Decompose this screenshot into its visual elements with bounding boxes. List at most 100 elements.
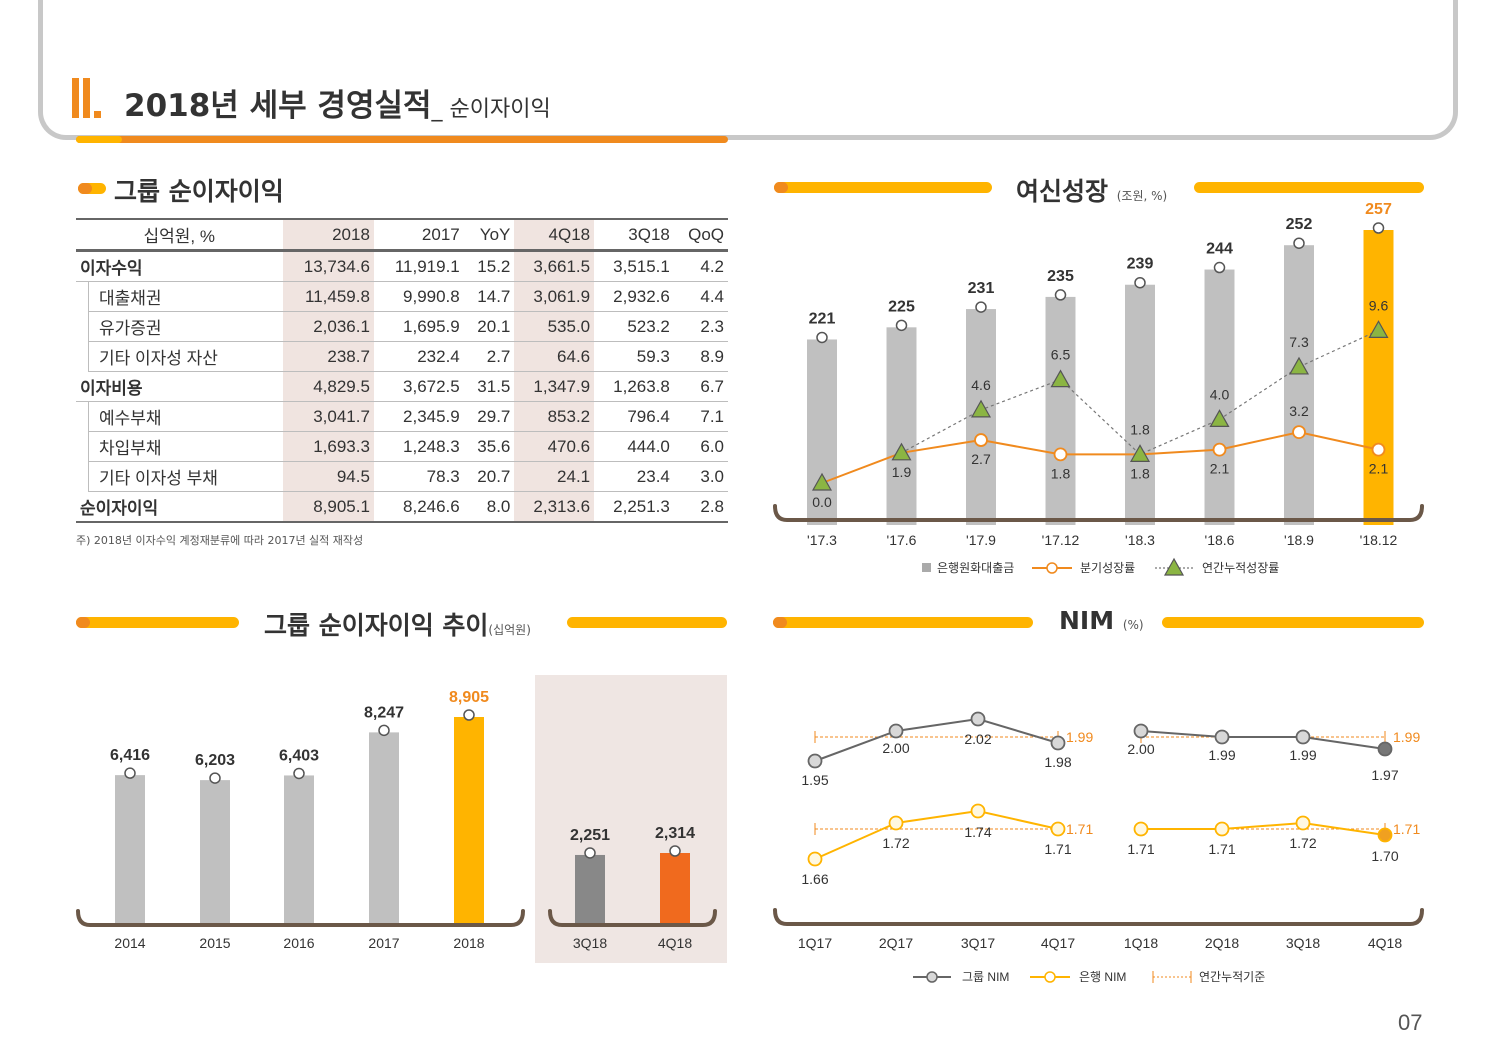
table-cell: 23.4 xyxy=(594,461,674,492)
quarterly-growth-marker xyxy=(1371,442,1386,457)
bank-nim-line xyxy=(1141,821,1386,836)
nim-axis xyxy=(773,908,1424,926)
table-cell: 238.7 xyxy=(282,341,374,372)
group-nim-label: 2.00 xyxy=(1127,741,1154,757)
quarterly-growth-marker xyxy=(1053,447,1068,462)
bank-nim-label: 1.66 xyxy=(801,871,828,887)
annual-growth-label: 7.3 xyxy=(1289,334,1309,350)
quarter-nii-axis xyxy=(548,909,717,927)
legend-quarterly-label: 분기성장률 xyxy=(1080,561,1135,575)
row-label: 대출채권 xyxy=(88,281,283,312)
loan-axis xyxy=(773,504,1424,522)
section-marker-loan-right xyxy=(1194,182,1424,193)
table-row: 기타 이자성 자산 238.7 232.4 2.7 64.6 59.3 8.9 xyxy=(76,341,728,372)
table-row: 예수부채 3,041.7 2,345.9 29.7 853.2 796.4 7.1 xyxy=(76,401,728,432)
nim-section-title: NIM (%) xyxy=(1059,606,1144,635)
bank-nim-marker xyxy=(970,803,986,819)
quarterly-growth-marker xyxy=(1292,425,1306,440)
loan-unit: (조원, %) xyxy=(1116,189,1168,203)
bank-nim-label: 1.71 xyxy=(1127,841,1154,857)
group-nim-marker xyxy=(1050,735,1066,751)
table-cell: 8.9 xyxy=(673,341,728,372)
loan-x-tick: '17.12 xyxy=(1042,532,1080,548)
bank-nim-label: 1.72 xyxy=(882,835,909,851)
table-cell: 59.3 xyxy=(594,341,674,372)
loan-bar-marker xyxy=(1372,222,1385,234)
annual-nii-x-tick: 2014 xyxy=(114,935,145,951)
bank-nim-marker xyxy=(1050,821,1066,837)
annual-growth-label: 6.5 xyxy=(1051,347,1071,363)
group-nim-label: 1.97 xyxy=(1371,767,1398,783)
loan-bar xyxy=(1125,284,1155,525)
legend-bar-label: 은행원화대출금 xyxy=(937,560,1014,575)
annual-nii-label: 6,203 xyxy=(195,752,235,769)
section-marker-nim-right xyxy=(1162,617,1424,628)
table-cell: 796.4 xyxy=(594,401,674,432)
quarter-nii-bar xyxy=(660,853,690,925)
quarterly-growth-marker xyxy=(1212,442,1227,457)
row-indent xyxy=(76,341,89,372)
annual-growth-line xyxy=(821,329,1379,484)
table-cell: 11,459.8 xyxy=(282,281,374,312)
annual-nii-marker xyxy=(378,724,390,737)
table-cell: 24.1 xyxy=(514,461,595,492)
table-header-3: YoY xyxy=(463,218,515,252)
table-cell: 2,932.6 xyxy=(594,281,674,312)
legend-annual-marker xyxy=(1163,557,1185,576)
row-label: 유가증권 xyxy=(88,311,283,342)
table-cell: 35.6 xyxy=(463,431,515,462)
bank-nim-marker xyxy=(1133,821,1149,837)
table-cell: 535.0 xyxy=(514,311,595,342)
loan-bar xyxy=(1045,296,1076,525)
loan-x-tick: '18.6 xyxy=(1205,532,1235,548)
annual-nii-marker xyxy=(293,767,305,780)
table-cell: 8.0 xyxy=(463,491,515,523)
row-indent xyxy=(76,431,89,462)
table-footnote: 주) 2018년 이자수익 계정재분류에 따라 2017년 실적 재작성 xyxy=(76,534,364,547)
nim-x-tick: 1Q17 xyxy=(798,935,832,951)
bank-nim-label: 1.71 xyxy=(1044,841,1071,857)
table-cell: 6.7 xyxy=(673,371,728,402)
table-cell: 3,041.7 xyxy=(282,401,374,432)
loan-bar-label: 231 xyxy=(968,280,995,297)
table-cell: 444.0 xyxy=(594,431,674,462)
row-indent xyxy=(76,281,89,312)
table-cell: 4,829.5 xyxy=(282,371,374,402)
loan-bar-label: 239 xyxy=(1127,256,1154,273)
group-nim-label: 1.95 xyxy=(801,772,828,788)
table-row: 차입부채 1,693.3 1,248.3 35.6 470.6 444.0 6.0 xyxy=(76,431,728,462)
loan-bar-marker xyxy=(1213,261,1226,274)
table-cell: 78.3 xyxy=(373,461,464,492)
quarter-nii-marker xyxy=(584,847,596,859)
table-cell: 6.0 xyxy=(673,431,728,462)
quarter-nii-x-tick: 3Q18 xyxy=(573,935,607,951)
annual-nii-bar xyxy=(369,732,399,925)
nim-x-tick: 2Q18 xyxy=(1205,935,1239,951)
row-label: 이자수익 xyxy=(76,250,283,282)
bank-nim-label: 1.74 xyxy=(964,824,991,840)
nim-x-tick: 1Q18 xyxy=(1124,935,1158,951)
quarterly-growth-label: 2.7 xyxy=(971,451,991,467)
loan-x-tick: '17.6 xyxy=(887,532,917,548)
annual-nii-label: 6,403 xyxy=(279,747,319,764)
legend-bank-nim-marker xyxy=(1044,971,1056,983)
table-cell: 1,263.8 xyxy=(594,371,674,402)
annual-growth-label: 4.0 xyxy=(1210,386,1230,402)
header-frame xyxy=(38,0,1458,140)
loan-bar-marker xyxy=(1134,276,1146,289)
page-subtitle: _ 순이자이익 xyxy=(431,97,551,122)
group-nim-label: 1.99 xyxy=(1208,747,1235,763)
annual-nii-label: 8,905 xyxy=(449,689,489,706)
quarterly-growth-label: 0.0 xyxy=(812,494,832,510)
table-row: 순이자이익 8,905.1 8,246.6 8.0 2,313.6 2,251.3 2.8 xyxy=(76,491,728,523)
table-cell: 2,251.3 xyxy=(594,491,674,523)
loan-growth-chart: 221 225 231 235 239 244 252 257 4.6 6.5 4.0 7.3 9.6 0… xyxy=(773,201,1424,576)
annual-nim-ref-label: 1.99 xyxy=(1393,729,1420,745)
group-nim-line xyxy=(1140,730,1386,750)
loan-x-tick: '18.12 xyxy=(1360,532,1398,548)
annual-growth-marker xyxy=(1368,320,1389,338)
table-cell: 29.7 xyxy=(463,401,515,432)
loan-x-tick: '18.9 xyxy=(1284,532,1314,548)
annual-nii-x-tick: 2016 xyxy=(283,935,314,951)
annual-nii-x-tick: 2018 xyxy=(453,935,484,951)
